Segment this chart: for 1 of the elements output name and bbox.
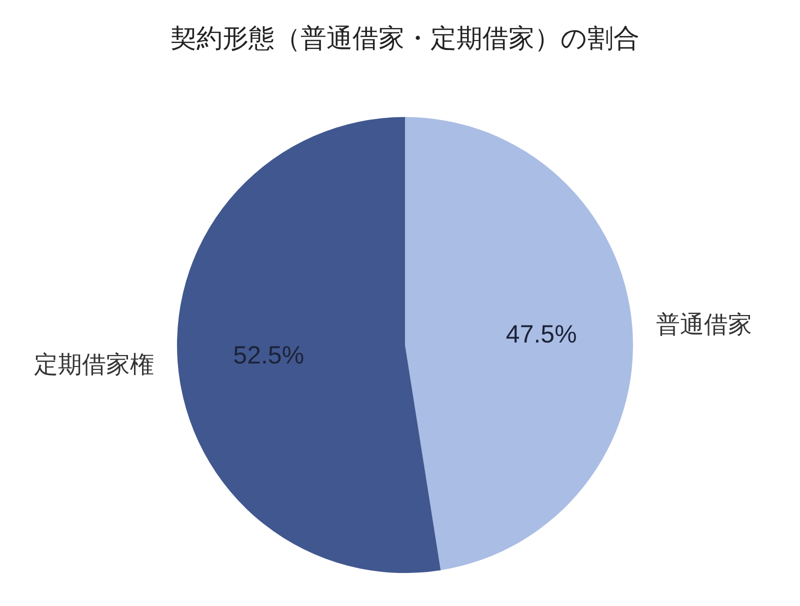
title: 契約形態（普通借家・定期借家）の割合 <box>170 23 640 53</box>
